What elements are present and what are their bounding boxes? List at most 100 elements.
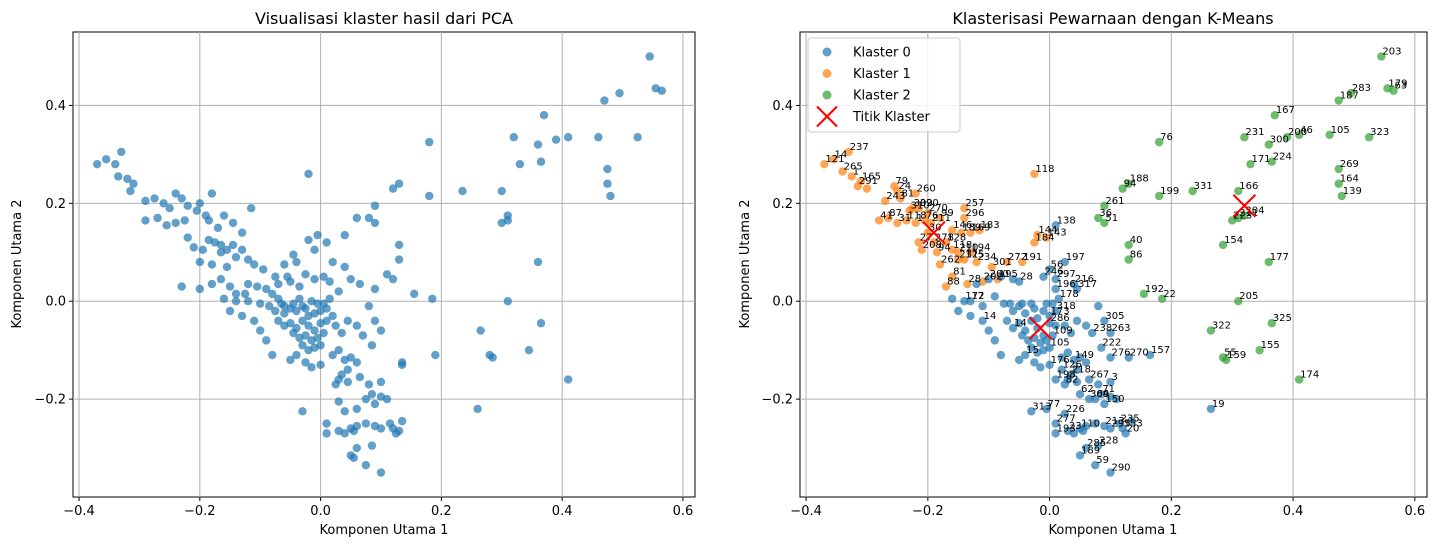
- data-point: [249, 260, 259, 269]
- point-label: 143: [1048, 228, 1067, 239]
- data-point: [1081, 443, 1091, 453]
- data-point: [141, 196, 150, 206]
- data-point: [1218, 240, 1228, 250]
- data-point: [966, 228, 975, 237]
- point-label: 223: [1233, 210, 1252, 221]
- data-point: [1060, 380, 1070, 389]
- data-point: [298, 316, 307, 325]
- data-point: [503, 297, 512, 306]
- data-point: [322, 238, 331, 247]
- x-tick-label: −0.2: [184, 504, 216, 519]
- data-point: [1042, 336, 1051, 345]
- plot-area: [72, 31, 696, 498]
- data-point: [183, 233, 192, 242]
- legend-label: Titik Klaster: [852, 110, 930, 125]
- data-point: [954, 306, 963, 316]
- data-point: [382, 394, 392, 404]
- point-label: 291: [859, 176, 878, 187]
- data-point: [228, 240, 238, 250]
- data-point: [313, 230, 322, 240]
- data-point: [298, 341, 307, 350]
- data-point: [1112, 394, 1121, 404]
- data-point: [1033, 230, 1042, 240]
- data-point: [820, 159, 829, 169]
- point-label: 56: [1051, 259, 1064, 270]
- data-point: [1075, 353, 1085, 362]
- point-label: 192: [1145, 284, 1164, 295]
- data-point: [1154, 137, 1164, 147]
- point-label: 309: [914, 198, 933, 209]
- point-label: 15: [1026, 345, 1039, 356]
- point-label: 211: [1239, 208, 1258, 219]
- point-label: 263: [1111, 323, 1130, 334]
- point-label: 46: [1300, 125, 1313, 136]
- data-point: [497, 218, 506, 228]
- data-point: [1124, 179, 1133, 188]
- data-point: [1042, 404, 1051, 414]
- data-point: [1075, 451, 1085, 460]
- data-point: [183, 201, 192, 210]
- data-point: [829, 155, 838, 164]
- point-label: 218: [1072, 365, 1091, 376]
- point-label: 164: [1340, 174, 1359, 185]
- data-point: [1021, 309, 1030, 318]
- data-point: [301, 270, 310, 279]
- data-point: [397, 416, 407, 426]
- data-point: [129, 179, 138, 188]
- data-point: [316, 360, 325, 370]
- data-point: [657, 86, 666, 95]
- data-point: [1121, 429, 1130, 438]
- point-label: 171: [1251, 154, 1270, 165]
- data-point: [376, 468, 386, 477]
- data-point: [334, 345, 343, 355]
- data-point: [509, 133, 519, 142]
- data-point: [905, 206, 914, 215]
- data-point: [237, 245, 247, 255]
- data-point: [954, 248, 963, 257]
- data-point: [361, 394, 371, 404]
- data-point: [645, 52, 654, 61]
- data-point: [999, 299, 1009, 308]
- legend-label: Klaster 0: [853, 46, 911, 61]
- point-label: 304: [1245, 206, 1264, 217]
- data-point: [231, 252, 241, 262]
- data-point: [926, 218, 936, 228]
- data-point: [485, 350, 494, 360]
- data-point: [289, 328, 298, 338]
- point-label: 144: [1038, 225, 1057, 236]
- data-point: [1325, 130, 1334, 139]
- data-point: [352, 404, 362, 414]
- point-label: 318: [1057, 301, 1076, 312]
- data-point: [331, 321, 340, 330]
- point-label: 295: [1111, 418, 1130, 429]
- data-point: [343, 377, 352, 387]
- data-point: [310, 274, 319, 284]
- data-point: [225, 282, 235, 291]
- point-label: 14: [1014, 318, 1027, 329]
- data-point: [1377, 52, 1386, 61]
- data-point: [1188, 186, 1197, 196]
- data-point: [1014, 355, 1024, 365]
- data-point: [536, 157, 546, 166]
- data-point: [957, 228, 966, 237]
- data-point: [563, 133, 573, 142]
- data-point: [92, 159, 102, 169]
- point-label: 94: [1124, 179, 1137, 190]
- data-point: [316, 341, 325, 350]
- point-label: 118: [908, 210, 927, 221]
- point-label: 159: [1227, 350, 1246, 361]
- point-label: 173: [1051, 306, 1070, 317]
- data-point: [1100, 399, 1109, 409]
- kmeans-scatter-panel: Klasterisasi Pewarnaan dengan K-Means Ko…: [738, 9, 1428, 538]
- data-point: [1017, 331, 1027, 340]
- point-label: 110: [1081, 418, 1100, 429]
- point-label: 187: [1340, 91, 1359, 102]
- data-point: [343, 365, 352, 374]
- data-point: [310, 326, 319, 335]
- data-point: [286, 355, 295, 365]
- data-point: [340, 429, 349, 438]
- data-point: [1106, 468, 1115, 477]
- data-point: [932, 248, 942, 257]
- data-point: [352, 421, 362, 431]
- point-label: 1: [917, 213, 923, 224]
